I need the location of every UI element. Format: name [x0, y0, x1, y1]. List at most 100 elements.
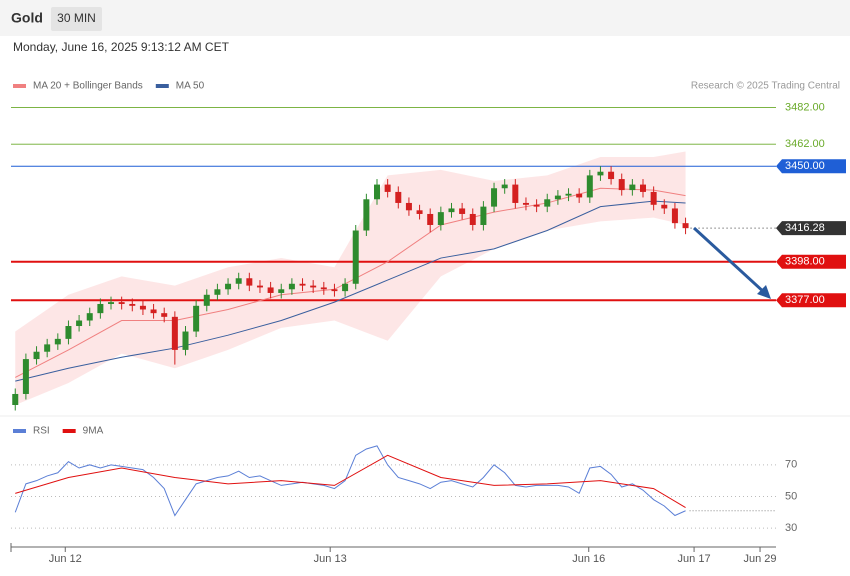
candle-body: [44, 344, 51, 352]
candle-body: [320, 287, 327, 290]
candle-body: [671, 208, 678, 224]
forecast-arrow-head: [757, 285, 771, 299]
candle-body: [576, 193, 583, 198]
candle-body: [640, 184, 647, 192]
candle-body: [618, 179, 625, 191]
legend-label: 9MA: [83, 426, 104, 437]
candle-body: [650, 191, 657, 205]
candle-body: [480, 206, 487, 225]
candle-body: [459, 208, 466, 214]
candle-body: [629, 184, 636, 191]
candle-body: [139, 305, 146, 310]
header-bar: [0, 0, 850, 36]
candle-body: [267, 287, 274, 293]
level-box: [776, 221, 846, 236]
credit: Research © 2025 Trading Central: [691, 81, 840, 92]
level-label: 3416.28: [785, 222, 825, 234]
candle-body: [405, 202, 412, 211]
candle-body: [86, 313, 93, 321]
candle-body: [278, 289, 285, 293]
candle-body: [171, 316, 178, 350]
candle-body: [256, 285, 263, 288]
candle-body: [554, 195, 561, 200]
candle-body: [76, 320, 83, 327]
level-label: 3462.00: [785, 138, 825, 150]
legend-swatch: [155, 84, 169, 88]
candle-body: [12, 393, 19, 405]
level-box: [776, 159, 846, 174]
level-label: 3450.00: [785, 160, 825, 172]
candle-body: [182, 331, 189, 350]
candle-body: [310, 285, 317, 288]
candle-body: [533, 204, 540, 207]
forecast-arrow: [692, 226, 768, 296]
candle-body: [661, 204, 668, 209]
level-box: [776, 254, 846, 269]
candle-body: [246, 278, 253, 286]
candle-body: [299, 283, 306, 286]
candle-body: [437, 212, 444, 225]
candle-body: [342, 283, 349, 292]
candle-body: [544, 199, 551, 207]
candle-body: [288, 283, 295, 290]
legend-swatch: [13, 429, 26, 433]
legend-label: MA 20 + Bollinger Bands: [33, 81, 143, 92]
level-label: 3482.00: [785, 101, 825, 113]
ma50-line: [15, 200, 686, 382]
legend-swatch: [13, 84, 26, 88]
candle-body: [97, 303, 104, 314]
rsi-line: [14, 445, 686, 517]
x-tick-label: Jun 17: [678, 553, 711, 565]
interval-button[interactable]: [51, 7, 102, 31]
bollinger-band: [15, 151, 686, 405]
chart-title: Gold: [11, 10, 43, 26]
candle-body: [469, 213, 476, 225]
x-tick-label: Jun 16: [572, 553, 605, 565]
candle-body: [214, 289, 221, 295]
candle-body: [363, 199, 370, 231]
level-box: [776, 293, 846, 308]
candle-body: [352, 230, 359, 284]
candle-body: [22, 359, 29, 394]
candle-body: [512, 184, 519, 203]
candle-body: [203, 294, 210, 306]
candle-body: [501, 184, 508, 189]
candle-body: [150, 309, 157, 314]
candle-body: [491, 188, 498, 207]
candle-body: [129, 303, 136, 306]
candle-body: [586, 175, 593, 198]
level-label: 3377.00: [785, 294, 825, 306]
candle-body: [608, 171, 615, 180]
candle-body: [225, 283, 232, 290]
candle-body: [427, 213, 434, 225]
candle-body: [384, 184, 391, 192]
x-tick-label: Jun 13: [314, 553, 347, 565]
legend-swatch: [62, 429, 76, 433]
candle-body: [597, 171, 604, 176]
candle-body: [108, 302, 115, 304]
candle-body: [235, 278, 242, 284]
candle-body: [395, 191, 402, 203]
candle-body: [33, 351, 40, 360]
candle-body: [416, 210, 423, 214]
legend-label: MA 50: [176, 81, 205, 92]
rsi-tick-label: 30: [785, 522, 797, 534]
candle-body: [565, 193, 572, 196]
candle-body: [682, 223, 689, 229]
subtitle: Monday, June 16, 2025 9:13:12 AM CET: [13, 40, 230, 54]
level-label: 3398.00: [785, 256, 825, 268]
x-tick-label: Jun 29: [744, 553, 777, 565]
candle-body: [448, 208, 455, 213]
candle-body: [522, 202, 529, 205]
candle-body: [54, 338, 61, 345]
rsi-ma-line: [15, 454, 686, 509]
x-tick-label: Jun 12: [49, 553, 82, 565]
rsi-tick-label: 50: [785, 490, 797, 502]
interval-label[interactable]: 30 MIN: [57, 11, 96, 25]
candle-body: [65, 326, 72, 339]
candle-body: [161, 313, 168, 317]
candle-body: [118, 302, 125, 304]
candle-body: [331, 289, 338, 292]
rsi-tick-label: 70: [785, 459, 797, 471]
